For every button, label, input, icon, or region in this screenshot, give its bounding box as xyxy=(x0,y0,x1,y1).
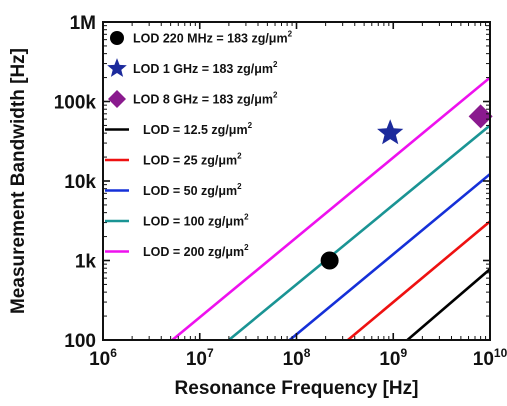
legend-entry: LOD = 25 zg/μm2 xyxy=(105,152,242,168)
data-point-star xyxy=(377,119,404,145)
series-line-lod-12-5-zg-m xyxy=(406,268,490,340)
x-tick-label: 107 xyxy=(186,346,214,370)
y-tick-label: 1k xyxy=(75,252,97,273)
x-tick-label: 109 xyxy=(379,346,407,370)
legend-entry: LOD 220 MHz = 183 zg/μm2 xyxy=(110,30,293,46)
legend-entry: LOD = 100 zg/μm2 xyxy=(105,213,249,229)
x-tick-label: 106 xyxy=(89,346,117,370)
series-line-lod-25-zg-m xyxy=(347,220,490,340)
legend-symbol-star xyxy=(107,58,127,77)
x-tick-label: 1010 xyxy=(473,346,507,370)
axis-ticks: 106 107 108 109 1010 100 1k 10k 100k 1M xyxy=(54,13,507,370)
legend-label: LOD = 50 zg/μm2 xyxy=(143,182,242,198)
legend: LOD 220 MHz = 183 zg/μm2 LOD 1 GHz = 183 … xyxy=(105,30,293,259)
series-line-lod-200-zg-m xyxy=(171,76,490,340)
legend-label: LOD = 25 zg/μm2 xyxy=(143,152,242,168)
y-axis-title: Measurement Bandwidth [Hz] xyxy=(8,48,29,314)
legend-label: LOD = 200 zg/μm2 xyxy=(143,243,249,259)
x-tick-label: 108 xyxy=(283,346,311,370)
legend-label: LOD = 12.5 zg/μm2 xyxy=(143,121,253,137)
legend-label: LOD 1 GHz = 183 zg/μm2 xyxy=(133,60,278,76)
y-tick-label: 10k xyxy=(64,172,96,193)
legend-symbol-diamond xyxy=(108,90,126,108)
legend-label: LOD 220 MHz = 183 zg/μm2 xyxy=(133,30,293,46)
series-line-lod-100-zg-m xyxy=(228,124,490,340)
legend-label: LOD 8 GHz = 183 zg/μm2 xyxy=(133,91,278,107)
legend-label: LOD = 100 zg/μm2 xyxy=(143,213,249,229)
y-tick-label: 100 xyxy=(64,331,96,352)
plot-lines xyxy=(171,76,490,340)
y-tick-label: 100k xyxy=(54,93,97,114)
data-point-circle xyxy=(320,251,339,270)
plot-points xyxy=(320,104,493,270)
legend-symbol-circle xyxy=(110,31,124,45)
legend-entry: LOD = 12.5 zg/μm2 xyxy=(105,121,253,137)
legend-entry: LOD = 50 zg/μm2 xyxy=(105,182,242,198)
x-axis-title: Resonance Frequency [Hz] xyxy=(175,378,419,399)
legend-entry: LOD 8 GHz = 183 zg/μm2 xyxy=(108,90,278,108)
legend-entry: LOD 1 GHz = 183 zg/μm2 xyxy=(107,58,278,77)
data-point-diamond xyxy=(468,104,493,129)
legend-entry: LOD = 200 zg/μm2 xyxy=(105,243,249,259)
y-tick-label: 1M xyxy=(70,13,96,34)
series-line-lod-50-zg-m xyxy=(288,173,490,340)
